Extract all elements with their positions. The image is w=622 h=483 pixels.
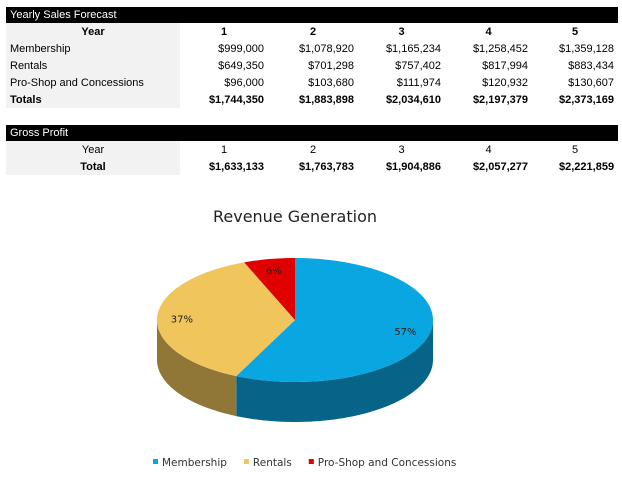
table-cell: $1,744,350: [208, 93, 264, 106]
data-label: 6%: [266, 266, 282, 277]
table-row: Pro-Shop and Concessions $96,000 $103,680 $…: [6, 74, 618, 91]
table-cell: $757,402: [395, 59, 441, 72]
table-cell: $120,932: [482, 76, 528, 89]
data-table: Gross Profit Year 1 2 3 4 5 Total $1,633,133 $1,7…: [6, 125, 619, 175]
table-row: Totals $1,744,350 $1,883,898 $2,034,610 $2,1…: [6, 91, 618, 108]
table-cell: $649,350: [218, 59, 264, 72]
table-cell: $817,994: [482, 59, 528, 72]
header-cell: 4: [485, 143, 492, 156]
table-cell: Total: [6, 158, 180, 175]
table-title: Gross Profit: [6, 125, 619, 141]
table-cell: $1,904,886: [385, 160, 441, 173]
table-cell: Rentals: [6, 57, 180, 74]
pie-slice: [236, 258, 433, 382]
legend-label: Pro-Shop and Concessions: [318, 457, 457, 469]
data-label: 57%: [394, 327, 416, 338]
pie-side: [236, 320, 433, 422]
header-cell: 4: [485, 25, 492, 38]
header-cell: 3: [398, 143, 405, 156]
table-cell: $130,607: [568, 76, 615, 89]
data-label: 37%: [171, 314, 193, 325]
data-table: Yearly Sales Forecast Year 1 2 3 4 5 Membership…: [6, 7, 619, 108]
header-cell: 3: [398, 25, 405, 38]
pie-slice: [157, 262, 295, 377]
title-row: Gross Profit: [6, 125, 619, 141]
table-cell: Pro-Shop and Concessions: [6, 74, 180, 91]
table-row: Total $1,633,133 $1,763,783 $1,904,886 $2,05…: [6, 158, 618, 175]
table-cell: $103,680: [308, 76, 354, 89]
table-cell: $2,034,610: [385, 93, 441, 106]
table-cell: $1,359,128: [558, 42, 615, 55]
header-cell: 1: [220, 143, 228, 156]
table-cell: $883,434: [568, 59, 615, 72]
table-cell: $96,000: [224, 76, 264, 89]
pie-side: [157, 320, 237, 417]
table-cell: $111,974: [396, 76, 441, 89]
header-cell: 2: [309, 25, 317, 38]
table-cell: $1,883,898: [298, 93, 354, 106]
header-cell: 1: [220, 25, 228, 38]
legend-swatch: [243, 459, 249, 464]
legend-label: Membership: [162, 457, 227, 469]
table-cell: $1,763,783: [298, 160, 354, 173]
legend-swatch: [153, 459, 158, 464]
table-row: Membership $999,000 $1,078,920 $1,165,234 $1…: [6, 40, 618, 57]
table-cell: $1,078,920: [298, 42, 354, 55]
header-row: Year 1 2 3 4 5: [6, 23, 618, 40]
pie-slice: [244, 258, 295, 320]
legend-label: Rentals: [253, 457, 292, 469]
header-cell: Year: [6, 141, 180, 158]
header-row: Year 1 2 3 4 5: [6, 141, 618, 158]
table-cell: $1,258,452: [472, 42, 528, 55]
legend-swatch: [308, 459, 314, 464]
table-title: Yearly Sales Forecast: [6, 7, 619, 23]
table-cell: $2,221,859: [559, 160, 615, 173]
table-cell: Membership: [6, 40, 180, 57]
table-cell: Totals: [6, 91, 180, 108]
header-cell: Year: [6, 23, 180, 40]
table-cell: $1,633,133: [208, 160, 264, 173]
header-cell: 5: [571, 25, 579, 38]
table-cell: $1,165,234: [385, 42, 441, 55]
title-row: Yearly Sales Forecast: [6, 7, 619, 23]
header-cell: 5: [571, 143, 579, 156]
table-cell: $2,057,277: [472, 160, 528, 173]
table-cell: $701,298: [308, 59, 354, 72]
table-row: Rentals $649,350 $701,298 $757,402 $817,994 $…: [6, 57, 618, 74]
chart-title: Revenue Generation: [213, 207, 377, 226]
header-cell: 2: [309, 143, 317, 156]
table-cell: $999,000: [218, 42, 264, 55]
table-cell: $2,373,169: [558, 93, 615, 106]
table-cell: $2,197,379: [472, 93, 528, 106]
